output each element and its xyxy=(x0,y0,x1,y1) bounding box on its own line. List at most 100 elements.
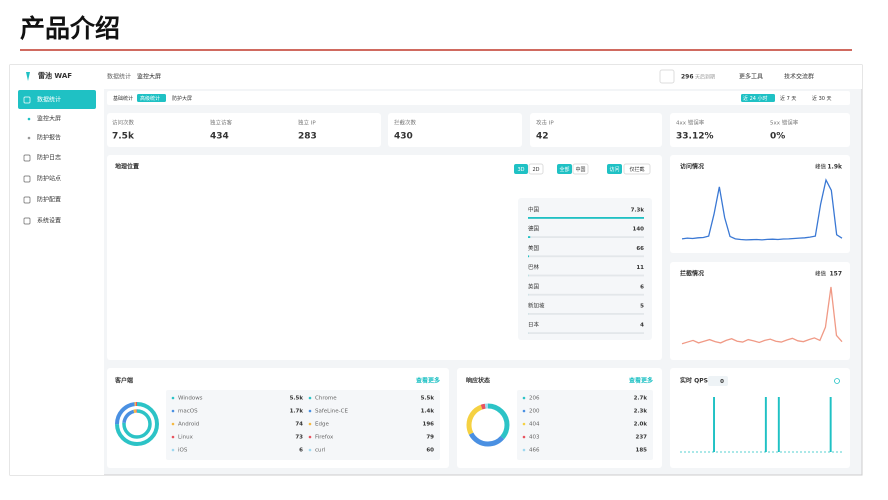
legend-name: curl xyxy=(315,448,326,454)
tab[interactable]: 高级统计 xyxy=(140,95,160,102)
legend-value: 237 xyxy=(636,435,648,441)
legend-value: 2.0k xyxy=(634,422,648,428)
panel xyxy=(107,113,381,147)
donut-segment xyxy=(466,403,510,447)
toggle-label[interactable]: 仅拦截 xyxy=(629,166,644,173)
menu-item[interactable]: 监控大屏 xyxy=(37,115,61,123)
legend-name: Windows xyxy=(178,396,203,402)
range-active xyxy=(741,94,775,102)
refresh-icon xyxy=(834,378,840,384)
stat-value: 42 xyxy=(536,132,549,142)
toggle xyxy=(514,164,528,174)
menu-icon xyxy=(23,154,31,162)
peak-label: 峰值 xyxy=(815,270,827,278)
stat-label: 4xx 错误率 xyxy=(676,119,705,127)
legend-dot xyxy=(308,422,312,426)
bar-track xyxy=(528,274,644,277)
donut-segment xyxy=(122,409,152,439)
legend-name: iOS xyxy=(178,448,188,454)
stat-label: 拦截次数 xyxy=(394,119,417,127)
toggle-label[interactable]: 3D xyxy=(517,167,524,173)
legend-name: 200 xyxy=(529,409,540,415)
toggle-label[interactable]: 访问 xyxy=(609,166,619,173)
menu-item[interactable]: 数据统计 xyxy=(37,96,61,104)
topbar xyxy=(104,65,862,89)
tab-active xyxy=(137,94,166,102)
legend-value: 2.3k xyxy=(634,409,648,415)
toggle-label[interactable]: 全部 xyxy=(559,166,569,173)
panel-title: 响应状态 xyxy=(466,377,490,385)
stat-value: 434 xyxy=(210,132,229,142)
menu-active xyxy=(18,90,96,109)
country-name: 美国 xyxy=(528,244,540,252)
panel xyxy=(670,368,850,468)
legend-value: 185 xyxy=(636,448,648,454)
more-link[interactable]: 查看更多 xyxy=(415,377,440,385)
legend-dot xyxy=(522,435,526,439)
line xyxy=(681,286,843,345)
sidebar xyxy=(10,65,104,475)
qps-bar xyxy=(764,397,767,452)
legend-name: macOS xyxy=(178,409,198,415)
range[interactable]: 近 24 小时 xyxy=(743,95,768,102)
status-table xyxy=(517,390,653,460)
tab[interactable]: 基础统计 xyxy=(113,95,133,102)
legend-value: 1.4k xyxy=(421,409,435,415)
country-bar xyxy=(528,255,530,258)
toggle xyxy=(557,164,572,174)
more-link[interactable]: 查看更多 xyxy=(628,377,653,385)
donut-segment xyxy=(115,402,159,446)
toggle xyxy=(623,163,651,175)
legend-dot xyxy=(308,448,312,452)
menu-icon xyxy=(23,217,31,225)
qps-current: 0 xyxy=(720,379,724,385)
country-value: 11 xyxy=(636,265,644,271)
legend-name: Edge xyxy=(315,422,329,428)
legend-dot xyxy=(171,409,175,413)
logo-icon xyxy=(26,72,30,81)
country-name: 新加坡 xyxy=(528,302,545,310)
country-name: 中国 xyxy=(528,206,540,214)
country-bar xyxy=(528,236,531,238)
menu-dot xyxy=(27,136,31,140)
legend-value: 5.5k xyxy=(421,396,435,402)
panel-title: 客户端 xyxy=(114,377,133,385)
legend-value: 2.7k xyxy=(634,396,648,402)
peak-value: 1.9k xyxy=(827,164,843,171)
menu-item[interactable]: 防护站点 xyxy=(37,175,61,183)
legend-name: Android xyxy=(178,422,199,428)
range[interactable]: 近 30 天 xyxy=(812,95,832,102)
country-value: 66 xyxy=(636,246,644,252)
toggle xyxy=(572,163,589,175)
legend-dot xyxy=(308,435,312,439)
menu-item[interactable]: 防护日志 xyxy=(37,154,61,162)
legend-value: 196 xyxy=(423,422,435,428)
menu-icon xyxy=(23,196,31,204)
country-list xyxy=(518,198,652,340)
bar-track xyxy=(528,255,644,258)
client-table xyxy=(166,390,440,460)
legend-value: 6 xyxy=(299,448,303,454)
peak-value: 157 xyxy=(829,271,842,278)
menu-item[interactable]: 系统设置 xyxy=(37,217,61,225)
legend-value: 73 xyxy=(295,435,303,441)
range[interactable]: 近 7 天 xyxy=(780,95,796,102)
toggle xyxy=(607,164,622,174)
stat-value: 283 xyxy=(298,132,317,142)
tab[interactable]: 防护大屏 xyxy=(172,95,192,102)
slide-title: 产品介绍 xyxy=(20,14,120,43)
legend-name: Chrome xyxy=(315,396,337,402)
panel xyxy=(670,113,850,147)
legend-dot xyxy=(171,422,175,426)
legend-dot xyxy=(308,409,312,413)
menu-item[interactable]: 防护配置 xyxy=(37,196,61,204)
country-name: 巴林 xyxy=(528,263,540,271)
panel-title: 实时 QPS xyxy=(680,377,708,385)
toggle-label[interactable]: 中国 xyxy=(575,166,585,173)
logo-text: 雷池 WAF xyxy=(38,71,72,80)
toggle-label[interactable]: 2D xyxy=(532,167,539,173)
menu-item[interactable]: 防护报告 xyxy=(37,134,61,142)
menu-icon xyxy=(23,175,31,183)
days-left: 296 xyxy=(681,74,694,81)
legend-dot xyxy=(522,409,526,413)
